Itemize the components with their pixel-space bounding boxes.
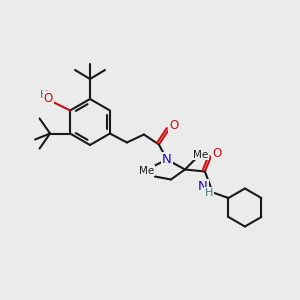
Text: H: H (40, 91, 48, 100)
Text: H: H (205, 188, 213, 197)
Text: O: O (212, 147, 221, 160)
Text: Me: Me (193, 149, 208, 160)
Text: O: O (44, 92, 53, 105)
Text: Me: Me (139, 166, 154, 176)
Text: O: O (169, 119, 178, 132)
Text: N: N (162, 153, 172, 166)
Text: N: N (198, 180, 208, 193)
